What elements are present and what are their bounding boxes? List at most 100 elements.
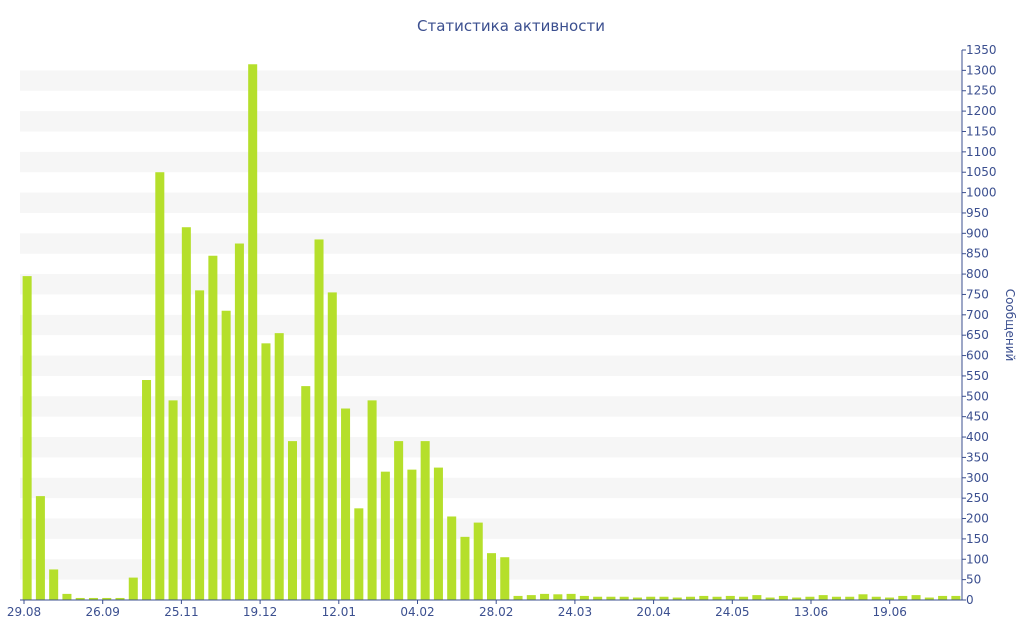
bar [88,597,98,600]
bar [885,597,895,600]
y-tick-label: 0 [966,593,974,607]
bar [765,597,775,600]
bar [924,597,934,600]
y-tick-label: 750 [966,287,989,301]
bar [526,595,536,600]
bar [155,172,165,600]
bar [128,577,138,600]
y-tick-label: 450 [966,410,989,424]
bar [274,333,284,600]
bar [168,400,178,600]
bar [686,596,696,600]
bar [818,595,828,600]
grid-band [20,151,962,173]
y-tick-label: 700 [966,308,989,322]
x-tick-label: 28.02 [479,605,513,619]
bar [460,536,470,600]
bar [500,557,510,600]
bar [433,467,443,600]
bar [593,596,603,600]
bar [261,343,271,600]
y-tick-label: 600 [966,349,989,363]
bar [845,596,855,600]
bar [712,596,722,600]
y-tick-label: 1350 [966,43,997,57]
x-axis-ticks: 29.08 26.09 25.11 19.12 12.01 04.02 28.02 24.03… [7,600,907,619]
y-axis-ticks: 0 50 100 150 200 250 300 350 400 450 500 550 600 650 7… [962,43,997,607]
y-tick-label: 100 [966,552,989,566]
y-tick-label: 650 [966,328,989,342]
bar [221,310,231,600]
y-tick-label: 800 [966,267,989,281]
y-tick-label: 900 [966,226,989,240]
x-tick-label: 26.09 [86,605,120,619]
bar [102,597,112,600]
bar [938,595,948,600]
x-tick-label: 19.12 [243,605,277,619]
y-tick-label: 1250 [966,84,997,98]
bar [725,595,735,600]
x-tick-label: 04.02 [400,605,434,619]
bar [301,386,311,600]
x-tick-label: 20.04 [636,605,670,619]
bar [248,64,258,600]
bar [619,596,629,600]
bar [407,469,417,600]
bar [75,597,85,600]
bar [367,400,377,600]
bar [646,596,656,600]
bar [540,593,550,600]
y-tick-label: 250 [966,491,989,505]
y-tick-label: 1300 [966,63,997,77]
y-tick-label: 50 [966,573,981,587]
bar [486,553,497,600]
bar [327,292,337,600]
x-tick-label: 29.08 [7,605,41,619]
bar [341,408,351,600]
bar [566,593,576,600]
bar [287,441,297,600]
bar [805,596,815,600]
x-tick-label: 12.01 [322,605,356,619]
x-tick-label: 19.06 [873,605,907,619]
bar [394,441,404,600]
bar [195,290,205,600]
y-tick-label: 1150 [966,124,997,138]
bar [473,522,483,600]
bar [234,243,244,600]
grid-band [20,70,962,91]
bar [354,508,364,600]
bar [181,227,191,600]
bar [49,569,59,600]
grid-band [20,111,962,132]
bar [380,471,390,600]
y-tick-label: 300 [966,471,989,485]
x-tick-label: 13.06 [794,605,828,619]
y-tick-label: 400 [966,430,989,444]
bar [792,597,802,600]
y-tick-label: 200 [966,512,989,526]
y-tick-label: 150 [966,532,989,546]
y-tick-label: 350 [966,450,989,464]
bar [632,597,642,600]
x-tick-label: 24.05 [715,605,749,619]
x-tick-label: 24.03 [558,605,592,619]
bar [858,594,868,600]
y-tick-label: 950 [966,206,989,220]
bar [35,496,45,600]
bar [420,441,430,600]
bar [911,595,921,600]
bar [699,595,709,600]
bar [447,516,457,600]
bar [142,380,152,600]
bar [62,593,72,600]
bar [871,596,881,600]
bar [208,255,218,601]
bar [579,595,589,600]
bar [831,596,841,600]
bar [739,596,749,600]
y-tick-label: 550 [966,369,989,383]
y-tick-label: 1200 [966,104,997,118]
bar [115,597,125,600]
